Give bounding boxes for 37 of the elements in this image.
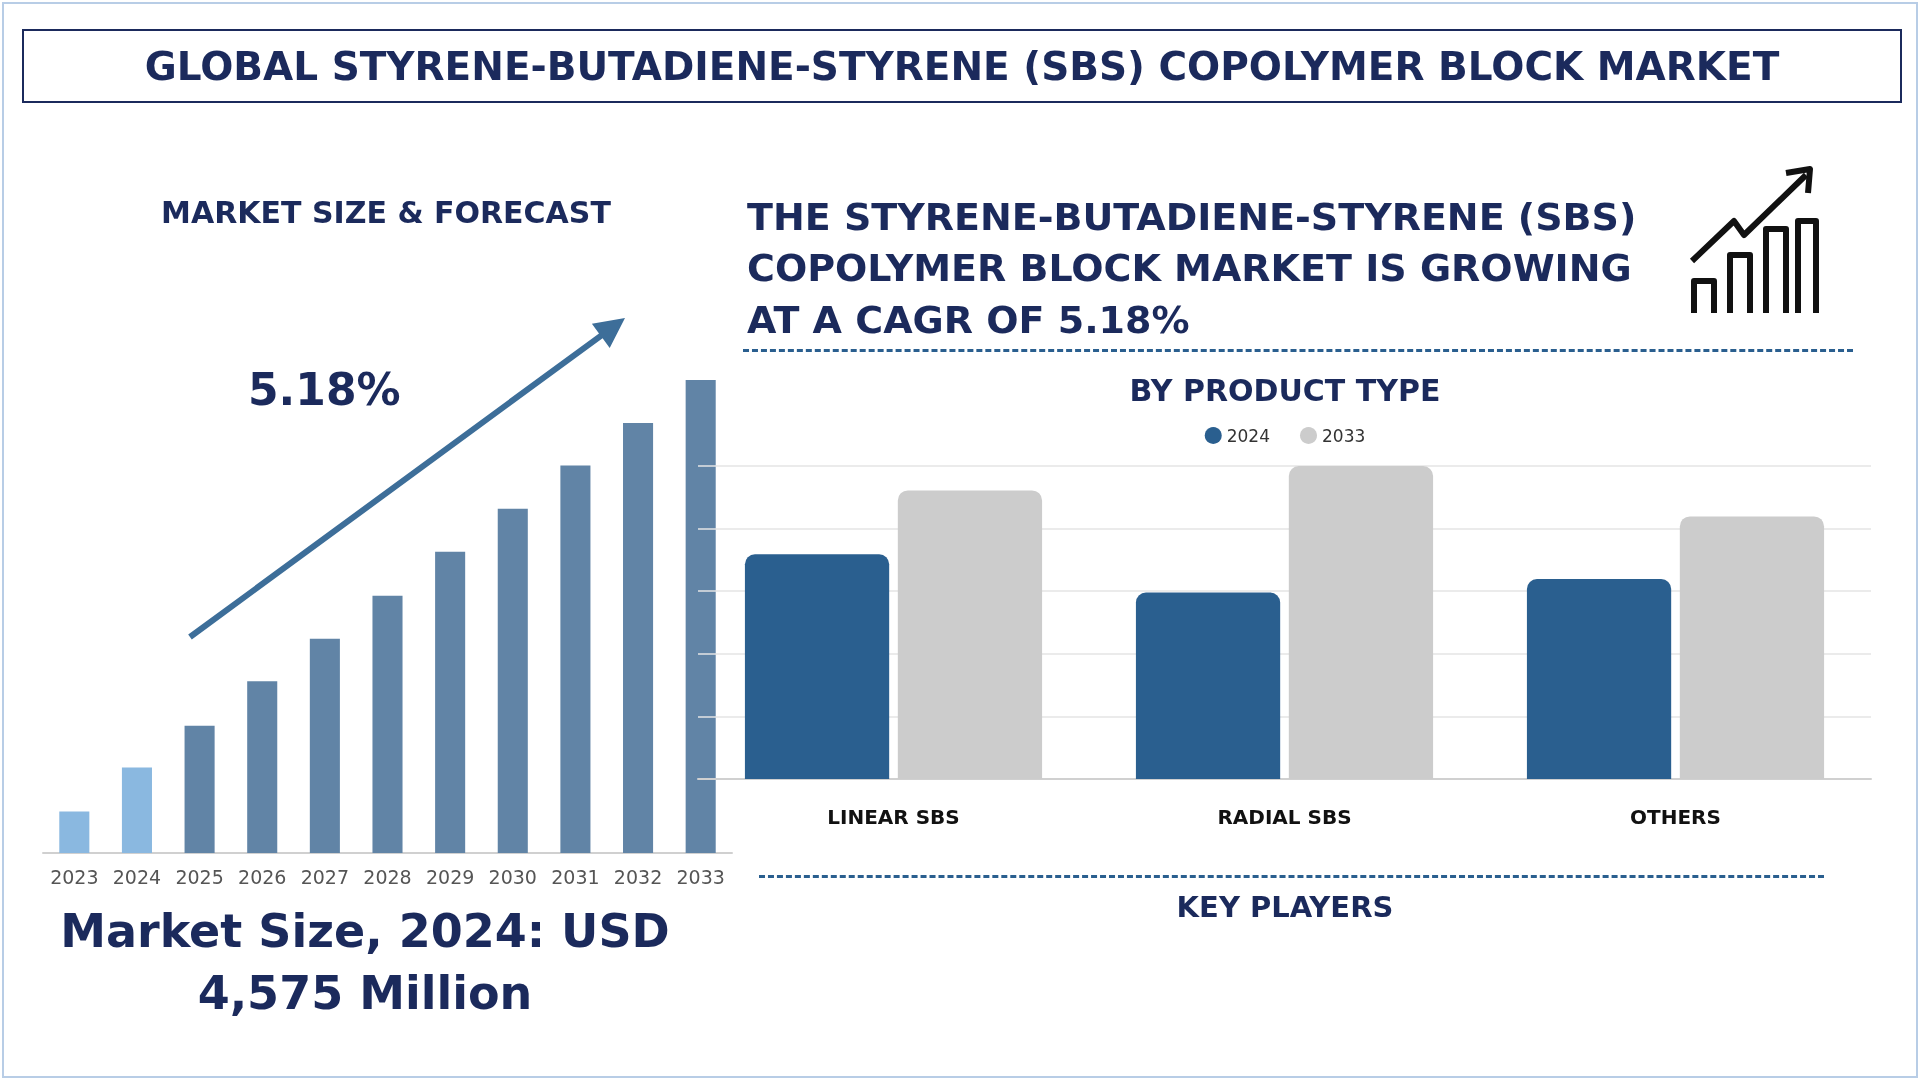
- text: KEY PLAYERS: [1175, 889, 1395, 926]
- bar: [497, 508, 528, 853]
- chart-title: MARKET SIZE & FORECAST: [161, 194, 612, 230]
- legend-label: 2033: [1322, 425, 1366, 446]
- bar: [1135, 592, 1281, 779]
- bar: [59, 811, 90, 853]
- chart-title: BY PRODUCT TYPE: [1129, 372, 1441, 408]
- text: THE STYRENE-BUTADIENE-STYRENE (SBS) COPOLYMER BLOCK MARKET IS GROWING AT A CAGR OF 5.18%: [747, 194, 1638, 344]
- x-tick-label: 2032: [613, 865, 663, 888]
- x-tick-label: 2027: [300, 865, 350, 888]
- bar: [685, 380, 716, 853]
- bar: [121, 767, 152, 853]
- bar: [744, 554, 890, 779]
- bar: [435, 551, 466, 853]
- bar: [560, 465, 591, 853]
- bar: [372, 595, 403, 853]
- bar: [184, 725, 215, 853]
- x-tick-label: 2030: [488, 865, 537, 888]
- x-tick-label: 2031: [551, 865, 600, 888]
- text: Market Size, 2024: USD 4,575 Million: [59, 903, 671, 1023]
- legend-label: 2024: [1226, 425, 1270, 446]
- x-tick-label: OTHERS: [1630, 805, 1721, 829]
- bar: [1526, 578, 1672, 779]
- bar: [309, 638, 340, 853]
- bar: [623, 423, 654, 853]
- x-tick-label: 2023: [50, 865, 99, 888]
- bar: [247, 681, 278, 853]
- x-tick-label: 2026: [238, 865, 287, 888]
- annotation: 5.18%: [248, 363, 402, 417]
- x-tick-label: 2033: [676, 865, 725, 888]
- x-tick-label: 2029: [425, 865, 475, 888]
- x-tick-label: RADIAL SBS: [1217, 805, 1352, 829]
- text: GLOBAL STYRENE-BUTADIENE-STYRENE (SBS) COPOLYMER BLOCK MARKET: [144, 43, 1780, 89]
- x-tick-label: 2024: [112, 865, 162, 888]
- x-tick-label: 2025: [175, 865, 224, 888]
- x-tick-label: LINEAR SBS: [827, 805, 960, 829]
- x-tick-label: 2028: [363, 865, 412, 888]
